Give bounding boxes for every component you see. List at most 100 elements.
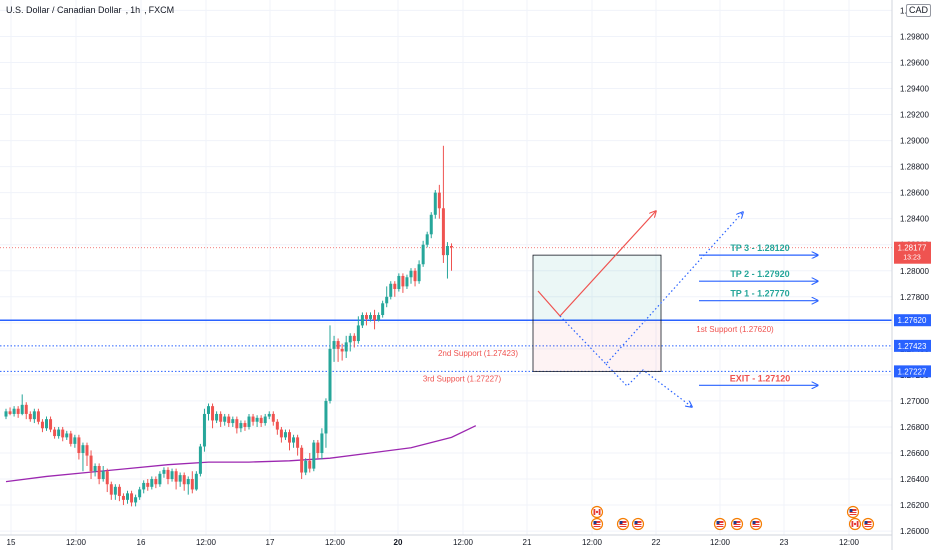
us-flag-icon[interactable] [590,517,604,531]
candle [279,426,283,443]
candle [198,443,202,477]
us-flag-icon[interactable] [861,517,875,531]
x-tick-label: 12:00 [196,538,217,547]
candle [360,312,364,329]
us-flag-icon[interactable] [749,517,763,531]
candle [320,428,324,460]
ma-line [5,425,477,483]
candle [215,411,219,424]
x-tick-label: 12:00 [66,538,87,547]
candle [235,416,239,434]
candle [247,413,251,430]
candle-body [178,475,182,482]
candle [45,416,48,431]
candle-body [121,495,125,500]
candle-body [40,421,44,429]
candle [12,406,16,417]
calendar-events[interactable] [590,505,875,531]
y-tick-label: 1.26600 [900,449,929,458]
candle-body [57,429,61,437]
candle-body [243,423,247,427]
us-flag-icon[interactable] [631,517,645,531]
us-flag-icon[interactable] [846,505,860,519]
ca-flag-icon[interactable] [590,505,604,519]
candle [259,415,263,427]
y-tick-label: 1.29600 [900,58,929,67]
candle-body [36,411,40,422]
candle [57,426,61,439]
candle-body [364,315,368,319]
candle-body [24,404,28,414]
projection-arrows [537,211,743,407]
price-label-bg [894,314,931,327]
currency-badge[interactable]: CAD [906,4,932,17]
candle-body [247,416,251,427]
candle-body [239,423,243,429]
candle-body [194,473,198,490]
candle-body [344,342,348,352]
candle-body [292,437,296,443]
candle-body [348,335,352,343]
candle-body [373,315,377,321]
candle [450,243,453,271]
candle-body [393,283,397,289]
candle-body [445,246,449,256]
candle-body [340,348,344,352]
candle-body [73,437,77,444]
candle-body [211,406,215,421]
candle-body [146,482,150,487]
candle-body [352,335,356,342]
candle [348,333,352,352]
candle [77,434,81,460]
candle-body [231,419,235,424]
candle-body [259,417,263,424]
candle [401,273,405,293]
candle [121,493,125,506]
candle [336,338,340,362]
candle-body [109,484,113,495]
y-tick-label: 1.29400 [900,85,929,94]
candle [445,242,449,279]
candle [69,430,73,447]
candle-body [8,411,12,414]
candle [324,398,328,448]
candle-body [81,445,85,453]
candle [389,281,393,300]
last-price-bg [894,241,931,264]
support-label-1: 1st Support (1.27620) [696,325,774,334]
us-flag-icon[interactable] [730,517,744,531]
candle [227,413,231,427]
candle [271,411,275,426]
candle [130,490,134,507]
candle-body [215,413,219,421]
candle-body [308,460,312,469]
x-tick-label: 12:00 [325,538,346,547]
price-axis[interactable]: 1.300001.298001.296001.294001.292001.290… [891,0,931,550]
candle-body [320,433,324,453]
candle [385,286,389,308]
time-axis[interactable]: 15 12:00 16 12:00 17 12:00 20 12:00 21 12:00 22 12:… [0,534,892,547]
last-price-label: 1.28177 [898,244,927,253]
candle [243,420,247,431]
candle-body [190,479,194,490]
loss-zone [533,320,661,372]
y-tick-label: 1.28000 [900,267,929,276]
candle [194,471,198,491]
candle [283,429,287,440]
candle [308,452,312,473]
us-flag-icon[interactable] [713,517,727,531]
candle [101,466,105,482]
candle [231,416,235,427]
candle [53,426,57,439]
candle-body [117,486,121,496]
y-tick-label: 1.26400 [900,475,929,484]
ca-flag-icon[interactable] [848,517,862,531]
y-tick-label: 1.29800 [900,32,929,41]
candle [117,484,121,502]
symbol-title[interactable]: U.S. Dollar / Canadian Dollar, 1h, FXCM [6,5,175,15]
candle-body [413,270,417,282]
x-tick-label: 16 [137,538,146,547]
us-flag-icon[interactable] [616,517,630,531]
candle-body [401,275,405,287]
